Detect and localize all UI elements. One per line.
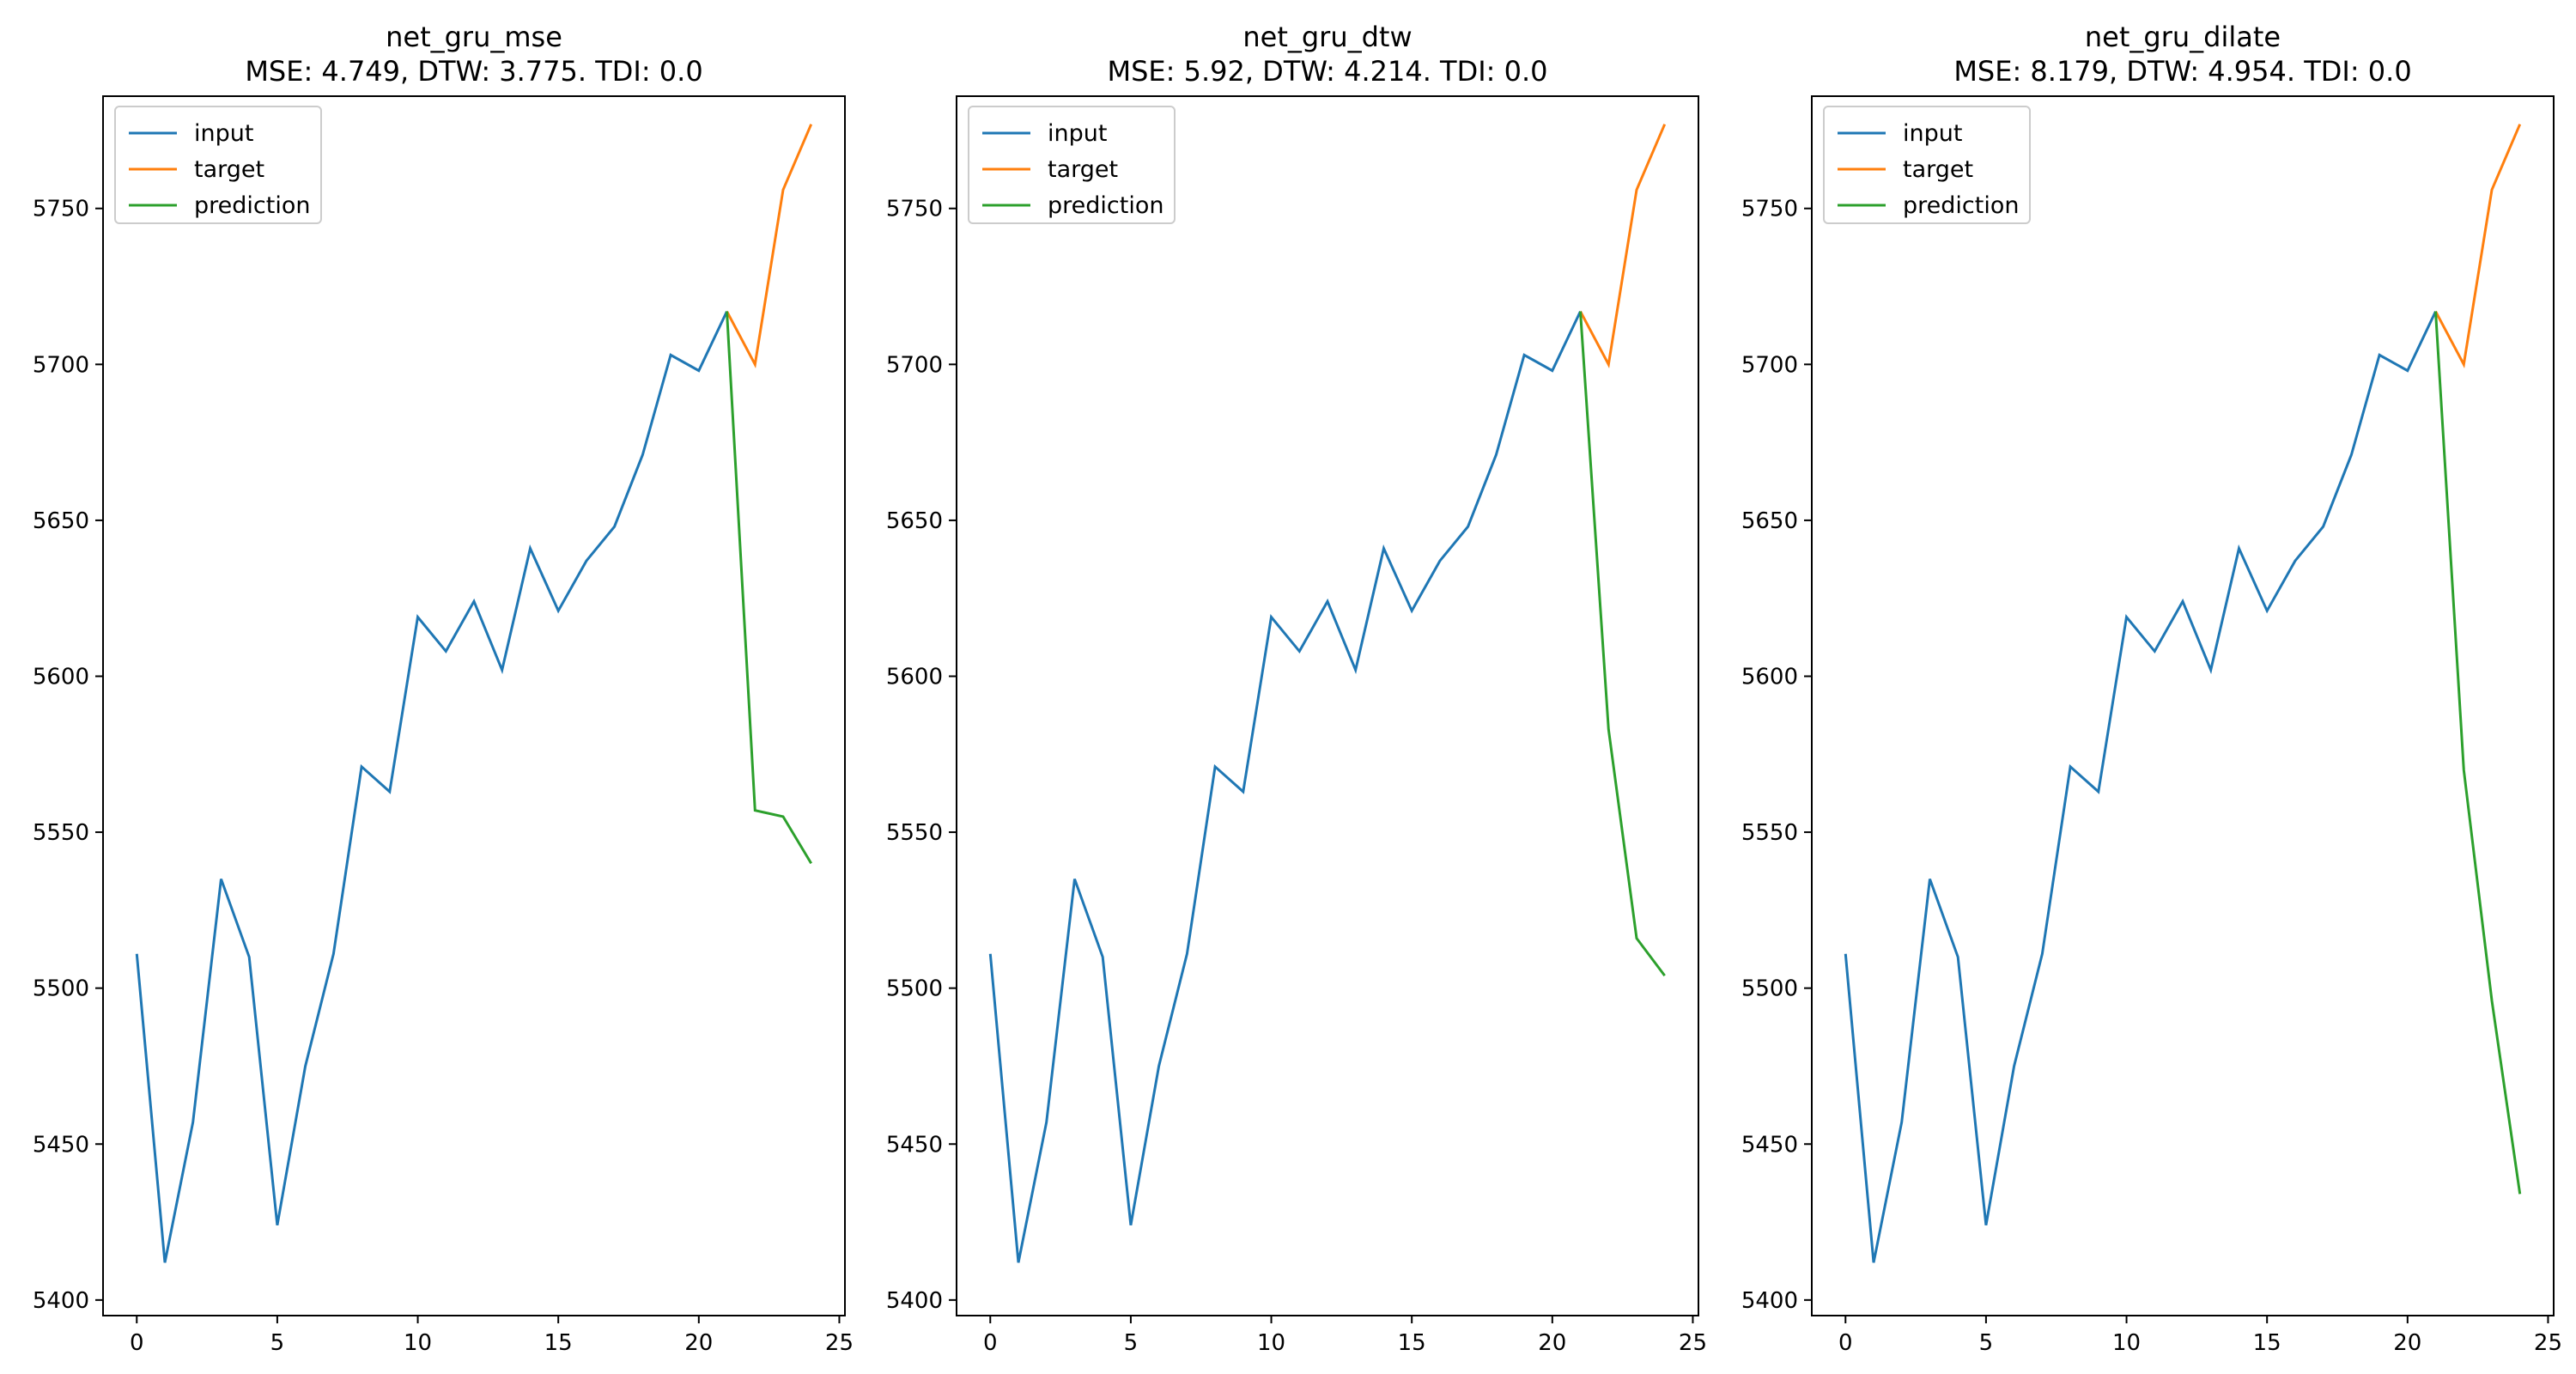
y-tick-label: 5550 — [1741, 820, 1798, 846]
axes-frame — [1811, 95, 2555, 1316]
series-line-input — [988, 310, 1582, 1263]
x-tick-label: 5 — [1979, 1330, 1994, 1356]
axes-frame — [956, 95, 1699, 1316]
x-tick-label: 5 — [270, 1330, 285, 1356]
chart-subtitle: MSE: 5.92, DTW: 4.214. TDI: 0.0 — [1107, 55, 1547, 88]
y-tick-label: 5550 — [886, 820, 943, 846]
y-tick-label: 5650 — [33, 508, 89, 534]
legend-label-target: target — [194, 156, 264, 183]
x-tick-label: 10 — [404, 1330, 432, 1356]
legend-box — [114, 106, 322, 224]
series-line-input — [1844, 310, 2437, 1263]
series-line-prediction — [726, 311, 812, 865]
legend-label-target: target — [1903, 156, 1973, 183]
y-tick-label: 5400 — [886, 1288, 943, 1314]
y-tick-label: 5600 — [33, 664, 89, 690]
y-tick-label: 5600 — [886, 664, 943, 690]
chart-subtitle: MSE: 8.179, DTW: 4.954. TDI: 0.0 — [1953, 55, 2411, 88]
chart-title: net_gru_dtw — [1242, 21, 1412, 53]
legend-label-input: input — [1903, 120, 1962, 147]
x-tick-label: 5 — [1124, 1330, 1139, 1356]
legend-box — [968, 106, 1176, 224]
legend-label-target: target — [1048, 156, 1118, 183]
x-tick-label: 25 — [2534, 1330, 2562, 1356]
y-tick-label: 5450 — [886, 1132, 943, 1158]
y-tick-label: 5500 — [33, 976, 89, 1002]
y-tick-label: 5700 — [1741, 352, 1798, 378]
x-tick-label: 25 — [1679, 1330, 1707, 1356]
series-line-target — [2434, 124, 2522, 368]
x-tick-label: 0 — [983, 1330, 998, 1356]
y-tick-label: 5500 — [1741, 976, 1798, 1002]
legend-label-input: input — [194, 120, 253, 147]
legend-box — [1823, 106, 2031, 224]
y-tick-label: 5550 — [33, 820, 89, 846]
x-tick-label: 15 — [1398, 1330, 1426, 1356]
legend: input target prediction — [1823, 106, 2031, 224]
legend-label-prediction: prediction — [194, 192, 310, 219]
y-tick-label: 5650 — [1741, 508, 1798, 534]
x-tick-label: 15 — [2253, 1330, 2281, 1356]
y-tick-label: 5750 — [1741, 197, 1798, 222]
y-tick-label: 5450 — [33, 1132, 89, 1158]
chart-subtitle: MSE: 4.749, DTW: 3.775. TDI: 0.0 — [245, 55, 702, 88]
x-tick-label: 20 — [2393, 1330, 2421, 1356]
y-tick-label: 5750 — [33, 197, 89, 222]
chart-title: net_gru_dilate — [2085, 21, 2281, 53]
y-tick-label: 5500 — [886, 976, 943, 1002]
y-tick-label: 5750 — [886, 197, 943, 222]
legend: input target prediction — [968, 106, 1176, 224]
series-line-target — [726, 124, 813, 368]
y-tick-label: 5400 — [1741, 1288, 1798, 1314]
legend-label-prediction: prediction — [1048, 192, 1163, 219]
x-tick-label: 20 — [684, 1330, 713, 1356]
x-tick-label: 15 — [544, 1330, 573, 1356]
legend-label-input: input — [1048, 120, 1107, 147]
x-tick-label: 20 — [1538, 1330, 1566, 1356]
y-tick-label: 5400 — [33, 1288, 89, 1314]
x-tick-label: 0 — [130, 1330, 144, 1356]
x-tick-label: 0 — [1838, 1330, 1853, 1356]
series-line-prediction — [2434, 311, 2522, 1195]
series-line-prediction — [1579, 311, 1666, 977]
series-line-target — [1579, 124, 1667, 368]
y-tick-label: 5650 — [886, 508, 943, 534]
x-tick-label: 10 — [2112, 1330, 2141, 1356]
series-line-input — [135, 310, 728, 1263]
x-tick-label: 25 — [825, 1330, 854, 1356]
chart-title: net_gru_mse — [386, 21, 562, 53]
legend: input target prediction — [114, 106, 322, 224]
y-tick-label: 5600 — [1741, 664, 1798, 690]
x-tick-label: 10 — [1257, 1330, 1285, 1356]
y-tick-label: 5450 — [1741, 1132, 1798, 1158]
y-tick-label: 5700 — [886, 352, 943, 378]
legend-label-prediction: prediction — [1903, 192, 2019, 219]
axes-frame — [102, 95, 846, 1316]
y-tick-label: 5700 — [33, 352, 89, 378]
